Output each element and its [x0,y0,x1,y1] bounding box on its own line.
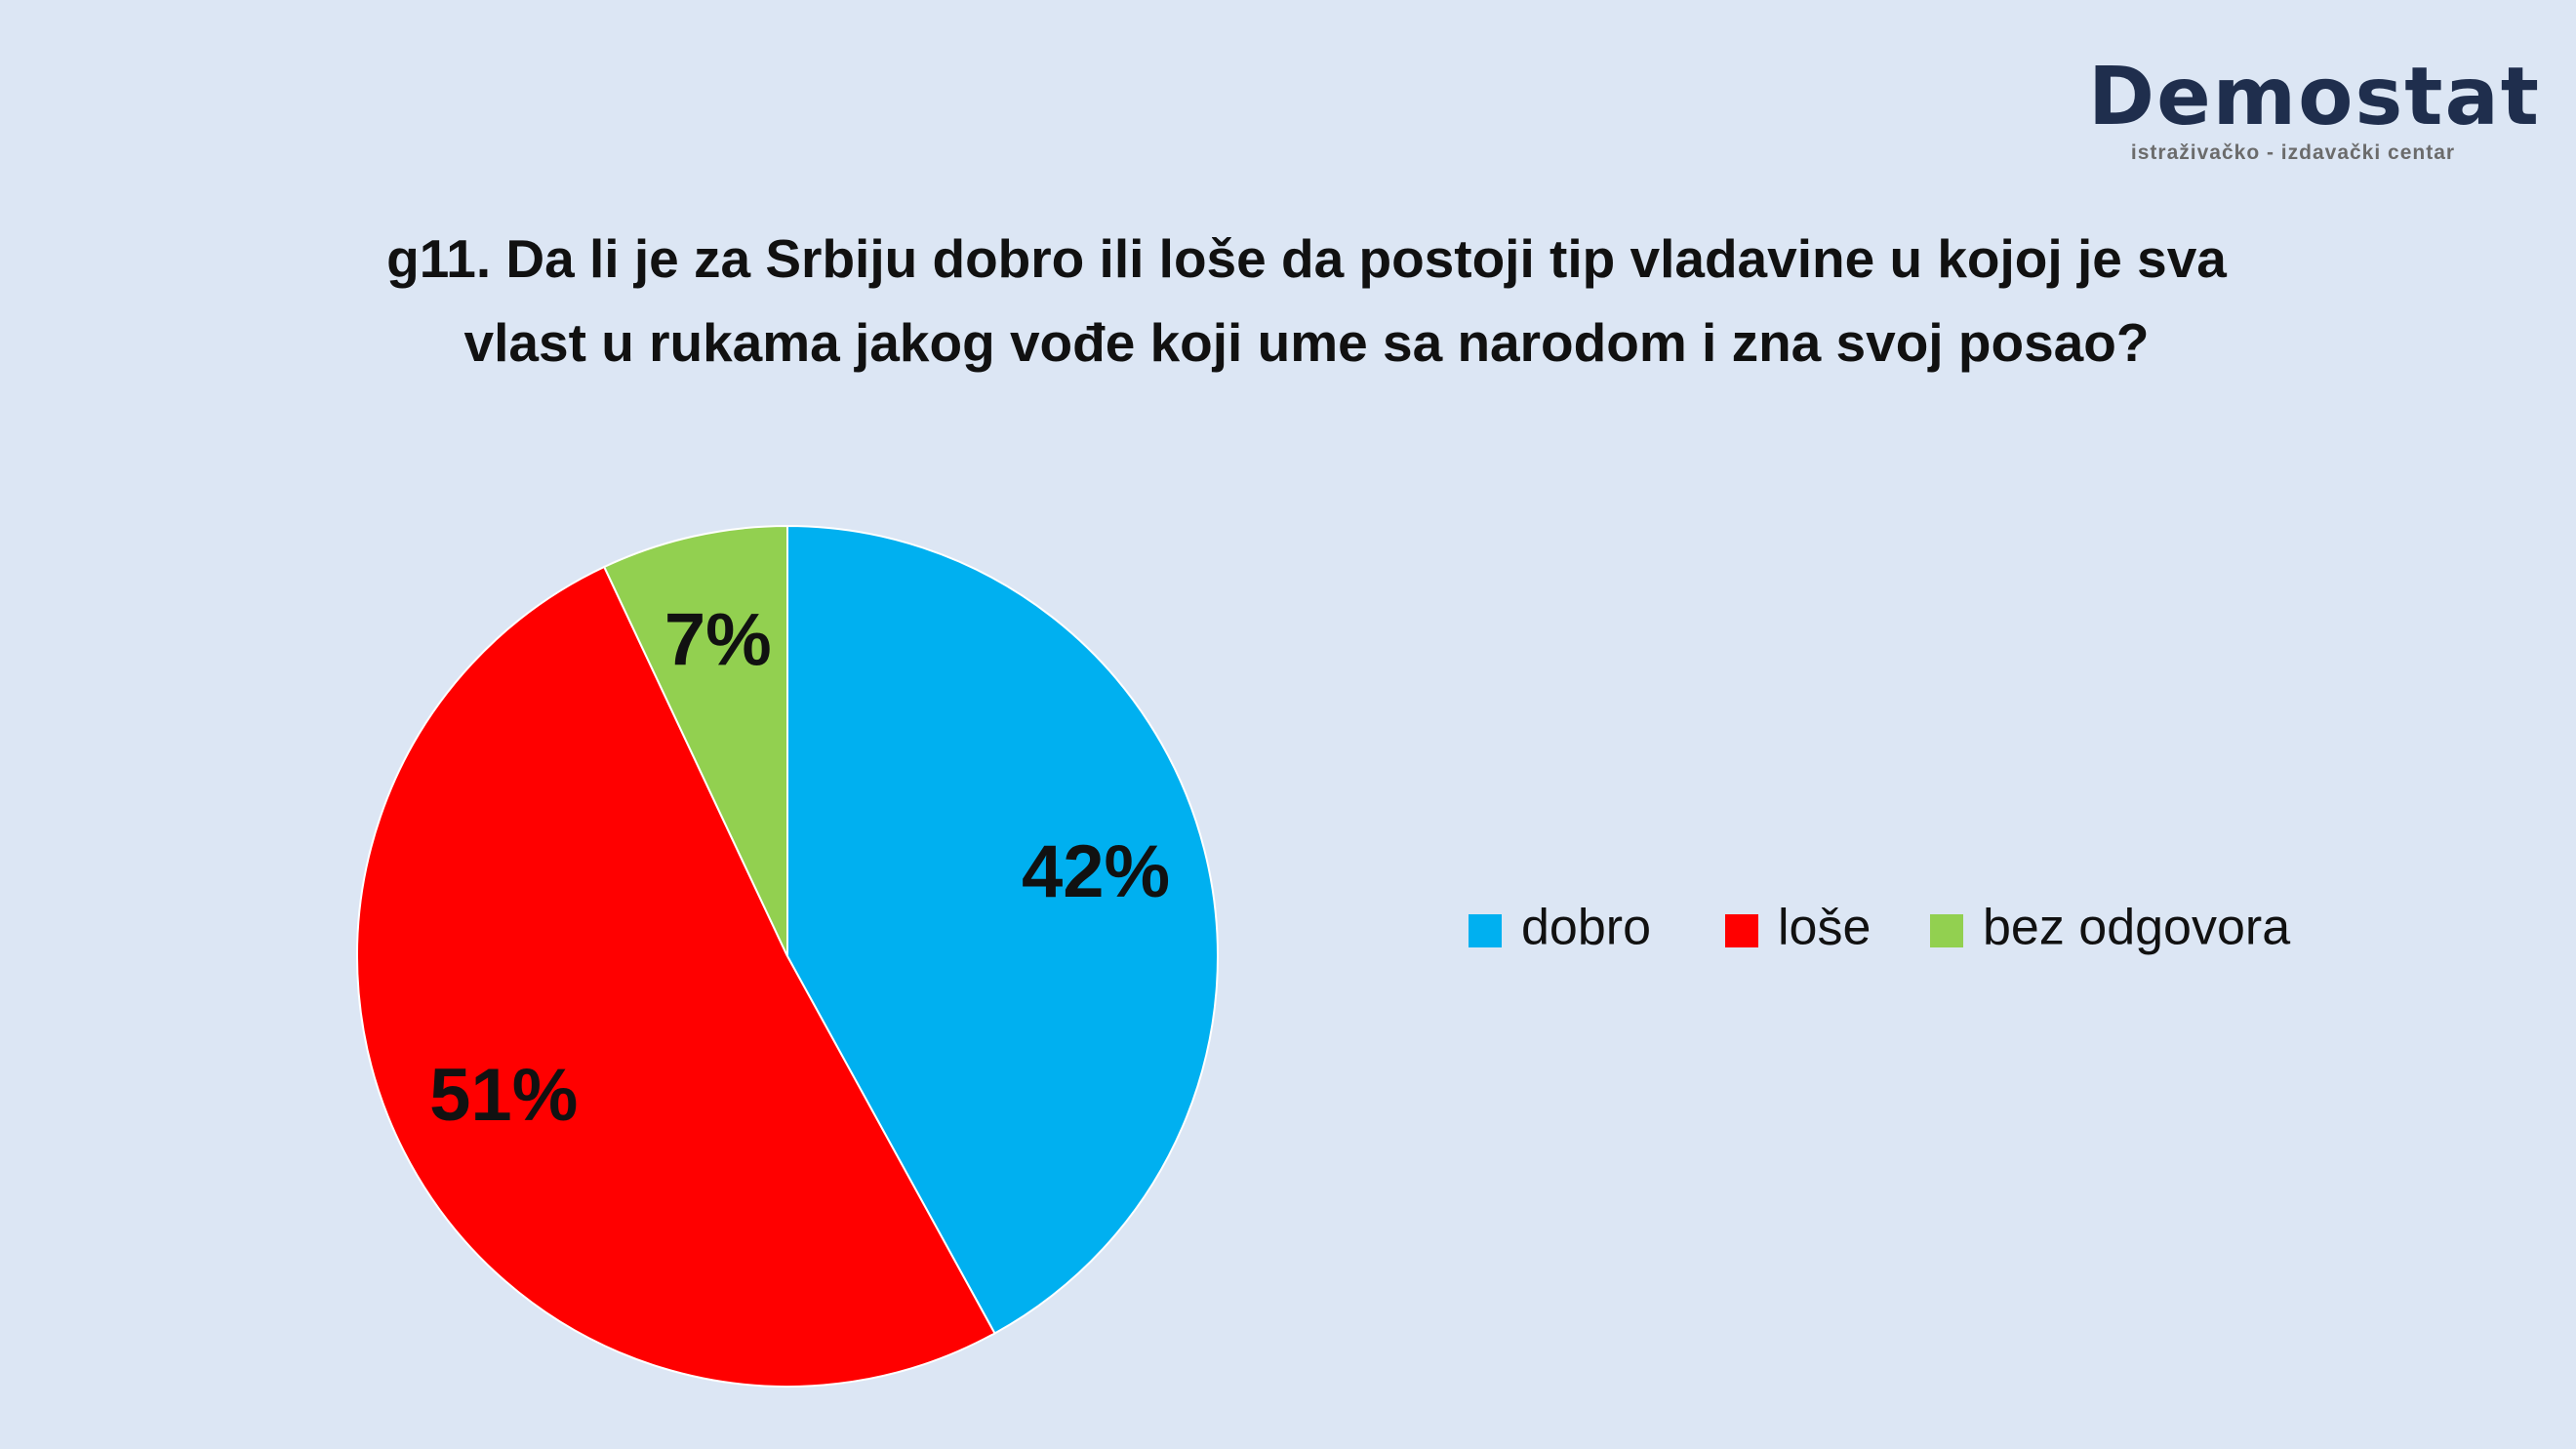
legend-label: loše [1778,900,1871,956]
pie-slice [356,565,996,1388]
logo-text: Demostat [2088,51,2541,143]
legend-swatch [1930,914,1963,947]
data-label: 51% [429,1054,578,1137]
legend-label: dobro [1521,900,1651,956]
data-label: 7% [664,599,772,682]
logo-subtitle: istraživačko - izdavački centar [2130,141,2456,164]
legend-swatch [1725,914,1758,947]
chart-title: g11. Da li je za Srbiju dobro ili loše d… [386,228,2227,373]
data-label: 42% [1022,830,1170,913]
pie-slice [602,524,788,957]
logo: Demostat istraživačko - izdavački centar [2088,51,2541,165]
pie-slice [786,524,1219,1335]
legend-label: bez odgovora [1983,900,2290,956]
legend-swatch [1469,914,1502,947]
